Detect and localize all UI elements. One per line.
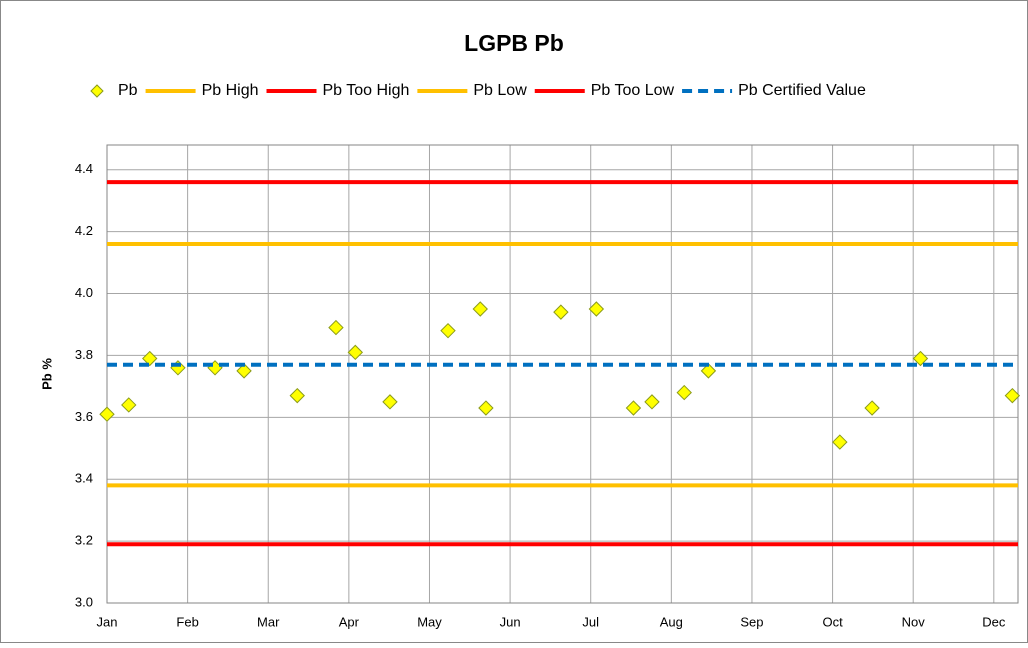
data-point bbox=[553, 304, 569, 320]
data-point bbox=[121, 397, 137, 413]
data-point bbox=[440, 322, 456, 339]
y-axis-label: Pb % bbox=[39, 358, 54, 390]
data-point bbox=[142, 350, 158, 367]
data-point bbox=[236, 363, 252, 379]
data-point bbox=[472, 301, 488, 317]
y-tick-label: 4.2 bbox=[75, 223, 93, 238]
legend-label: Pb Too High bbox=[323, 82, 410, 99]
x-tick-label: Dec bbox=[982, 614, 1006, 629]
y-tick-label: 3.6 bbox=[75, 409, 93, 424]
x-tick-label: Jun bbox=[500, 614, 521, 629]
x-tick-label: Oct bbox=[822, 614, 843, 629]
data-point bbox=[588, 301, 605, 317]
chart-title: LGPB Pb bbox=[464, 30, 564, 56]
y-tick-label: 4.4 bbox=[75, 161, 93, 176]
y-tick-label: 4.0 bbox=[75, 285, 93, 300]
legend-label: Pb Low bbox=[473, 82, 527, 99]
data-point bbox=[99, 406, 115, 422]
y-tick-label: 3.2 bbox=[75, 533, 93, 548]
data-point bbox=[1004, 387, 1021, 404]
y-tick-label: 3.4 bbox=[75, 471, 93, 486]
data-point bbox=[864, 400, 880, 416]
data-point bbox=[912, 350, 929, 367]
data-point bbox=[644, 394, 660, 410]
data-point bbox=[347, 344, 364, 361]
data-point bbox=[625, 400, 642, 416]
x-tick-label: Mar bbox=[257, 614, 280, 629]
x-tick-label: Nov bbox=[902, 614, 926, 629]
data-point bbox=[700, 363, 717, 379]
data-point bbox=[676, 384, 692, 401]
plot-frame bbox=[106, 144, 1019, 604]
x-tick-label: Jan bbox=[97, 614, 118, 629]
y-tick-label: 3.0 bbox=[75, 594, 93, 609]
data-point bbox=[832, 434, 848, 450]
legend-label: Pb Too Low bbox=[591, 82, 675, 99]
data-point bbox=[478, 400, 494, 416]
x-tick-label: Apr bbox=[339, 614, 360, 629]
legend-label: Pb Certified Value bbox=[738, 82, 866, 99]
x-tick-label: Feb bbox=[176, 614, 198, 629]
data-point bbox=[289, 387, 305, 404]
legend-label: Pb High bbox=[202, 82, 259, 99]
data-point bbox=[382, 394, 398, 410]
x-tick-label: Sep bbox=[740, 614, 763, 629]
x-tick-label: May bbox=[417, 614, 442, 629]
x-tick-label: Aug bbox=[660, 614, 683, 629]
legend-label: Pb bbox=[118, 82, 138, 99]
y-tick-label: 3.8 bbox=[75, 347, 93, 362]
legend-marker bbox=[90, 84, 104, 98]
x-tick-label: Jul bbox=[582, 614, 599, 629]
data-point bbox=[328, 319, 344, 336]
